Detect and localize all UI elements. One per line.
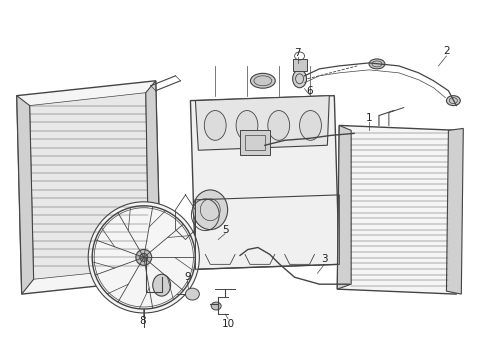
Ellipse shape	[140, 253, 148, 261]
Bar	[245, 135, 265, 150]
Polygon shape	[196, 96, 329, 150]
Text: 7: 7	[294, 48, 301, 58]
Text: 6: 6	[306, 86, 313, 96]
Text: 9: 9	[184, 272, 191, 282]
Ellipse shape	[88, 202, 199, 313]
Text: 1: 1	[366, 113, 372, 123]
Polygon shape	[30, 93, 149, 279]
Text: 10: 10	[221, 319, 235, 329]
Bar	[240, 130, 270, 155]
Ellipse shape	[211, 302, 221, 310]
Ellipse shape	[153, 274, 171, 296]
Ellipse shape	[193, 190, 228, 230]
Polygon shape	[17, 81, 161, 294]
Ellipse shape	[293, 70, 307, 88]
Text: 2: 2	[443, 46, 450, 56]
Text: 5: 5	[222, 225, 228, 235]
Polygon shape	[146, 81, 161, 279]
Text: 3: 3	[321, 255, 328, 264]
Bar	[293, 59, 307, 71]
Ellipse shape	[236, 111, 258, 140]
Polygon shape	[337, 125, 458, 294]
Polygon shape	[446, 129, 464, 294]
Ellipse shape	[446, 96, 460, 105]
Ellipse shape	[250, 73, 275, 88]
Ellipse shape	[204, 111, 226, 140]
Ellipse shape	[299, 111, 321, 140]
Polygon shape	[191, 96, 339, 269]
Ellipse shape	[369, 59, 385, 69]
Ellipse shape	[185, 288, 199, 300]
Ellipse shape	[136, 249, 152, 265]
Text: 8: 8	[140, 316, 146, 326]
Polygon shape	[337, 125, 351, 289]
Ellipse shape	[268, 111, 290, 140]
Polygon shape	[17, 96, 34, 294]
